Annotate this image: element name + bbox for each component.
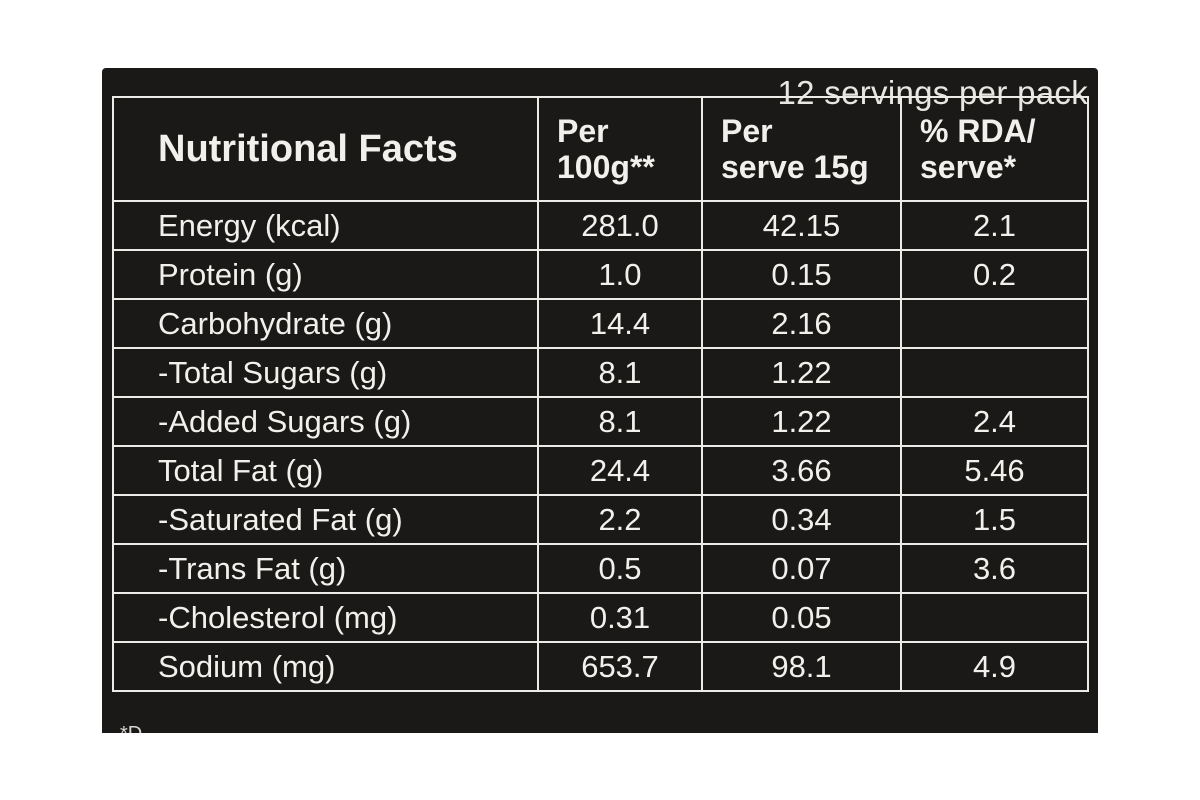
header-rda-line1: % RDA/ <box>920 113 1036 149</box>
value-rda <box>900 347 1089 398</box>
value-per-100g: 281.0 <box>537 200 703 251</box>
value-per-serve: 1.22 <box>701 396 902 447</box>
value-per-100g: 1.0 <box>537 249 703 300</box>
value-per-100g: 0.31 <box>537 592 703 643</box>
value-per-100g: 24.4 <box>537 445 703 496</box>
nutrient-name: -Saturated Fat (g) <box>112 494 539 545</box>
table-row: Total Fat (g) 24.4 3.66 5.46 <box>112 445 1089 496</box>
value-rda: 1.5 <box>900 494 1089 545</box>
value-per-100g: 653.7 <box>537 641 703 692</box>
value-per-100g: 0.5 <box>537 543 703 594</box>
nutrient-name: Total Fat (g) <box>112 445 539 496</box>
value-rda <box>900 298 1089 349</box>
header-per-serve: Per serve 15g <box>701 96 902 202</box>
nutrient-name: -Added Sugars (g) <box>112 396 539 447</box>
header-rda: % RDA/ serve* <box>900 96 1089 202</box>
value-per-100g: 8.1 <box>537 347 703 398</box>
nutrient-name: Sodium (mg) <box>112 641 539 692</box>
value-rda: 2.1 <box>900 200 1089 251</box>
value-per-serve: 3.66 <box>701 445 902 496</box>
value-per-serve: 2.16 <box>701 298 902 349</box>
table-row: Carbohydrate (g) 14.4 2.16 <box>112 298 1089 349</box>
nutrient-name: Carbohydrate (g) <box>112 298 539 349</box>
value-per-serve: 0.34 <box>701 494 902 545</box>
value-per-100g: 14.4 <box>537 298 703 349</box>
nutrition-facts-table: Nutritional Facts Per 100g** Per serve 1… <box>112 96 1089 692</box>
value-rda: 5.46 <box>900 445 1089 496</box>
nutrient-name: Protein (g) <box>112 249 539 300</box>
value-per-100g: 8.1 <box>537 396 703 447</box>
value-per-serve: 0.07 <box>701 543 902 594</box>
value-rda: 2.4 <box>900 396 1089 447</box>
table-row: Sodium (mg) 653.7 98.1 4.9 <box>112 641 1089 692</box>
header-per-100g-line2: 100g** <box>557 149 655 185</box>
table-row: -Cholesterol (mg) 0.31 0.05 <box>112 592 1089 643</box>
value-rda <box>900 592 1089 643</box>
value-per-serve: 1.22 <box>701 347 902 398</box>
table-row: -Added Sugars (g) 8.1 1.22 2.4 <box>112 396 1089 447</box>
value-per-serve: 42.15 <box>701 200 902 251</box>
value-rda: 4.9 <box>900 641 1089 692</box>
table-row: Energy (kcal) 281.0 42.15 2.1 <box>112 200 1089 251</box>
table-row: -Saturated Fat (g) 2.2 0.34 1.5 <box>112 494 1089 545</box>
value-per-serve: 0.15 <box>701 249 902 300</box>
header-per-serve-line1: Per <box>721 113 773 149</box>
value-per-serve: 0.05 <box>701 592 902 643</box>
footnote-fragment: *D <box>120 723 142 733</box>
value-per-serve: 98.1 <box>701 641 902 692</box>
nutrient-name: -Total Sugars (g) <box>112 347 539 398</box>
value-per-100g: 2.2 <box>537 494 703 545</box>
table-row: -Trans Fat (g) 0.5 0.07 3.6 <box>112 543 1089 594</box>
nutrient-name: Energy (kcal) <box>112 200 539 251</box>
table-row: -Total Sugars (g) 8.1 1.22 <box>112 347 1089 398</box>
value-rda: 0.2 <box>900 249 1089 300</box>
header-per-100g-line1: Per <box>557 113 609 149</box>
table-row: Protein (g) 1.0 0.15 0.2 <box>112 249 1089 300</box>
table-header-row: Nutritional Facts Per 100g** Per serve 1… <box>112 96 1089 202</box>
nutrient-name: -Cholesterol (mg) <box>112 592 539 643</box>
value-rda: 3.6 <box>900 543 1089 594</box>
nutrient-name: -Trans Fat (g) <box>112 543 539 594</box>
header-per-serve-line2: serve 15g <box>721 149 869 185</box>
header-rda-line2: serve* <box>920 149 1017 185</box>
header-nutritional-facts: Nutritional Facts <box>112 96 539 202</box>
product-pack-label: 12 servings per pack Nutritional Facts P… <box>102 68 1098 733</box>
header-per-100g: Per 100g** <box>537 96 703 202</box>
